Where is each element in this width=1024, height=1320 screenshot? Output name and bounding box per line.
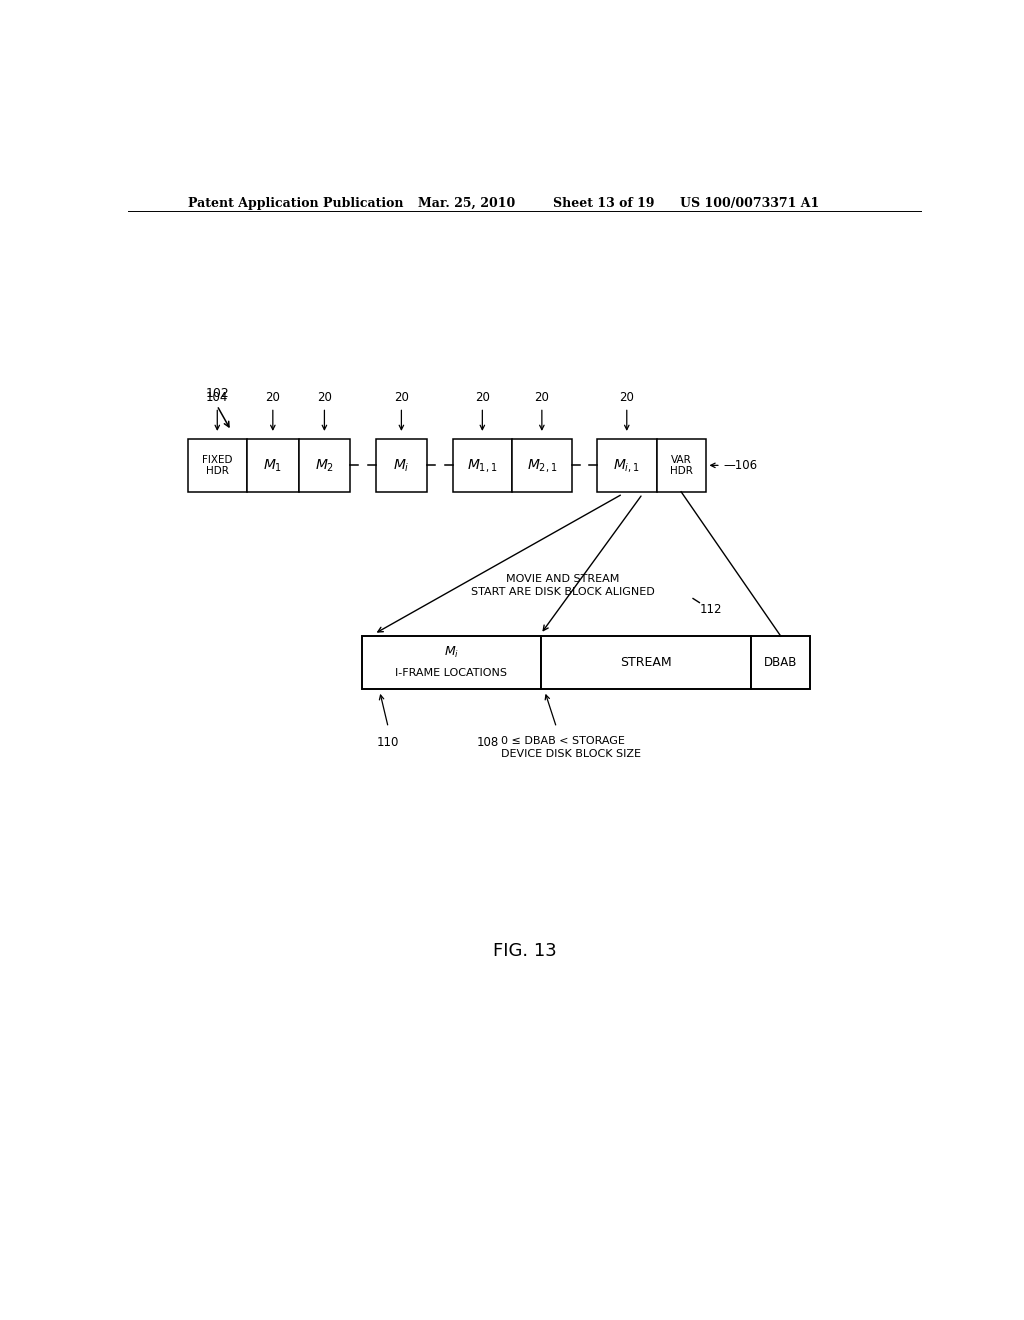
Bar — [453, 440, 512, 492]
Text: 20: 20 — [475, 391, 489, 404]
Text: 112: 112 — [699, 602, 722, 615]
Text: $M_{1,1}$: $M_{1,1}$ — [467, 457, 498, 474]
Text: —106: —106 — [723, 459, 758, 471]
Bar — [247, 440, 299, 492]
Text: $M_i$: $M_i$ — [443, 645, 459, 660]
Text: 108: 108 — [476, 735, 499, 748]
Bar — [376, 440, 427, 492]
Text: STREAM: STREAM — [620, 656, 672, 669]
Bar — [597, 440, 656, 492]
Bar — [362, 636, 541, 689]
Text: Sheet 13 of 19: Sheet 13 of 19 — [553, 197, 654, 210]
Text: 20: 20 — [394, 391, 409, 404]
Text: 20: 20 — [535, 391, 549, 404]
Text: $M_1$: $M_1$ — [263, 457, 283, 474]
Text: US 100/0073371 A1: US 100/0073371 A1 — [680, 197, 819, 210]
Bar — [187, 440, 247, 492]
Text: Mar. 25, 2010: Mar. 25, 2010 — [418, 197, 515, 210]
Bar — [512, 440, 571, 492]
Text: MOVIE AND STREAM
START ARE DISK BLOCK ALIGNED: MOVIE AND STREAM START ARE DISK BLOCK AL… — [471, 574, 654, 597]
Text: $M_{2,1}$: $M_{2,1}$ — [526, 457, 557, 474]
Text: VAR
HDR: VAR HDR — [670, 454, 692, 477]
Text: $M_2$: $M_2$ — [314, 457, 334, 474]
Text: 20: 20 — [265, 391, 281, 404]
Text: Patent Application Publication: Patent Application Publication — [187, 197, 403, 210]
Text: I-FRAME LOCATIONS: I-FRAME LOCATIONS — [395, 668, 508, 677]
Bar — [299, 440, 350, 492]
Text: 0 ≤ DBAB < STORAGE
DEVICE DISK BLOCK SIZE: 0 ≤ DBAB < STORAGE DEVICE DISK BLOCK SIZ… — [501, 735, 641, 759]
Text: $M_i$: $M_i$ — [393, 457, 410, 474]
Text: FIG. 13: FIG. 13 — [493, 942, 557, 960]
Text: FIXED
HDR: FIXED HDR — [202, 454, 232, 477]
Text: $M_{i,1}$: $M_{i,1}$ — [613, 457, 640, 474]
Bar — [751, 636, 811, 689]
Text: 104: 104 — [206, 391, 228, 404]
Text: 20: 20 — [317, 391, 332, 404]
Text: 20: 20 — [620, 391, 634, 404]
Text: 110: 110 — [377, 735, 399, 748]
Bar — [656, 440, 706, 492]
Bar — [541, 636, 751, 689]
Text: 102: 102 — [206, 387, 229, 400]
Text: DBAB: DBAB — [764, 656, 798, 669]
